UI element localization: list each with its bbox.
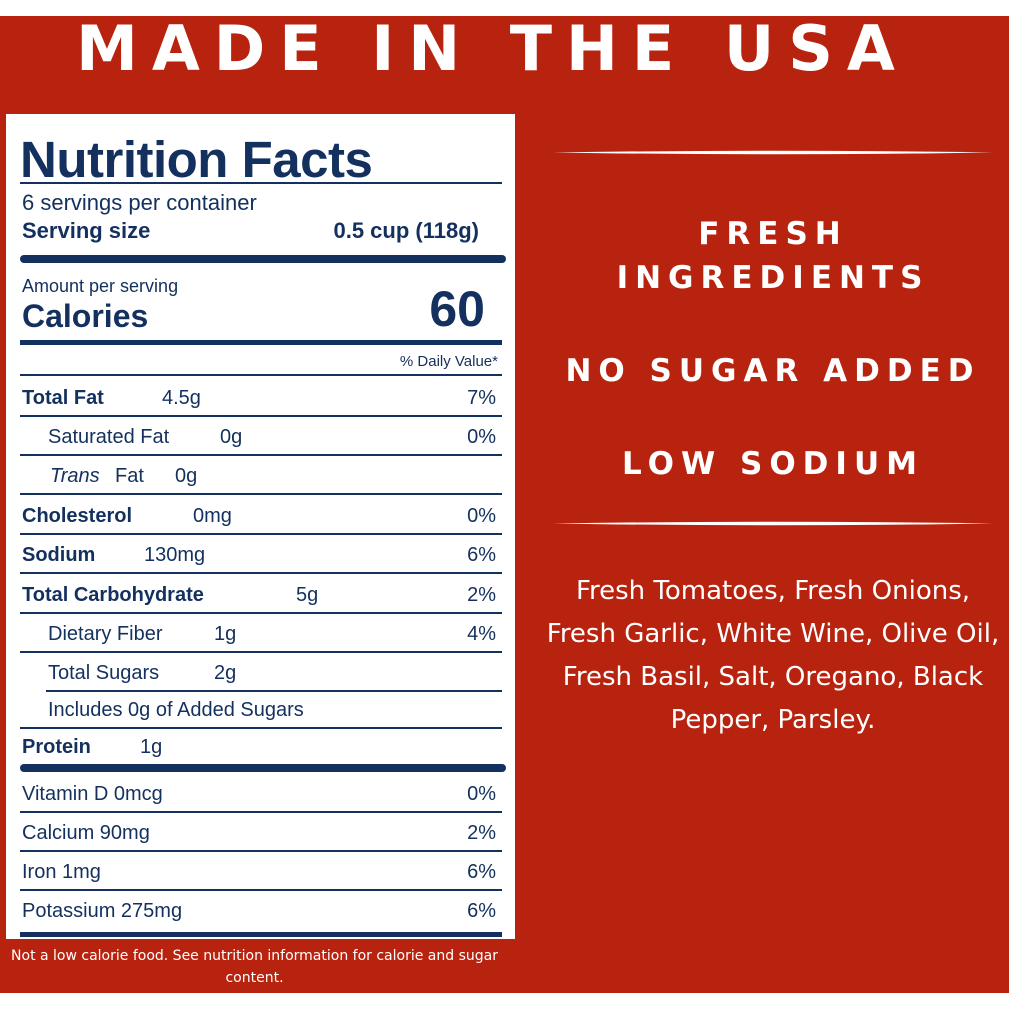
divider-top xyxy=(553,150,993,155)
rule xyxy=(20,182,502,184)
rule xyxy=(20,612,502,614)
nutrient-row-total-carbohydrate: Total Carbohydrate 5g 2% xyxy=(22,582,496,608)
claim-low-sodium: LOW SODIUM xyxy=(622,446,924,482)
rule xyxy=(20,811,502,813)
nutrient-dv: 6% xyxy=(467,544,496,566)
rule xyxy=(20,651,502,653)
calories-label: Calories xyxy=(22,298,149,334)
nutrient-row-protein: Protein 1g xyxy=(22,734,496,760)
nutrition-facts-label: Nutrition Facts 6 servings per container… xyxy=(6,114,515,939)
nutrient-row-total-fat: Total Fat 4.5g 7% xyxy=(22,385,496,411)
rule xyxy=(46,690,502,692)
nutrient-amount: 4.5g xyxy=(162,387,201,409)
nutrient-amount: 1g xyxy=(140,736,163,758)
nutrient-amount: 130mg xyxy=(144,544,206,566)
nutrient-name: Saturated Fat xyxy=(48,426,170,448)
nutrient-dv: 2% xyxy=(467,584,496,606)
vitamin-row-iron: Iron 1mg 6% xyxy=(22,859,496,885)
calories-value: 60 xyxy=(429,281,485,337)
serving-size-label: Serving size xyxy=(22,218,151,243)
nutrient-amount: 0mg xyxy=(193,505,232,527)
nutrient-name: Protein xyxy=(22,736,91,758)
nutrient-amount: 2g xyxy=(214,662,237,684)
nutrient-name-italic: Trans xyxy=(50,465,100,487)
nutrient-name: Total Carbohydrate xyxy=(22,584,204,606)
nutrient-name: Includes 0g of Added Sugars xyxy=(48,699,304,721)
vitamin-row-potassium: Potassium 275mg 6% xyxy=(22,898,496,924)
nutrient-dv: 7% xyxy=(467,387,496,409)
nutrient-amount: 5g xyxy=(296,584,319,606)
servings-per-container: 6 servings per container xyxy=(22,190,257,215)
vitamin-name: Potassium 275mg xyxy=(22,900,183,922)
vitamin-name: Iron 1mg xyxy=(22,861,101,883)
medium-rule xyxy=(20,932,502,937)
nutrient-dv: 0% xyxy=(467,426,496,448)
made-in-usa-headline: MADE IN THE USA xyxy=(76,12,909,85)
amount-per-serving: Amount per serving xyxy=(22,276,179,296)
nutrient-name: Dietary Fiber xyxy=(48,623,163,645)
vitamin-name: Calcium 90mg xyxy=(22,822,150,844)
thick-rule xyxy=(20,764,506,772)
label-footnote: Not a low calorie food. See nutrition in… xyxy=(11,948,498,986)
ingredients-list: Fresh Tomatoes, Fresh Onions, Fresh Garl… xyxy=(546,576,1000,735)
nutrient-name: Total Fat xyxy=(22,387,104,409)
vitamin-dv: 2% xyxy=(467,822,496,844)
nutrition-title: Nutrition Facts xyxy=(20,131,373,188)
thick-rule xyxy=(20,255,506,263)
rule xyxy=(20,572,502,574)
rule xyxy=(20,454,502,456)
nutrient-row-saturated-fat: Saturated Fat 0g 0% xyxy=(22,424,496,450)
nutrient-row-cholesterol: Cholesterol 0mg 0% xyxy=(22,503,496,529)
medium-rule xyxy=(20,340,502,345)
rule xyxy=(20,727,502,729)
rule xyxy=(20,850,502,852)
nutrient-amount: 0g xyxy=(175,465,198,487)
nutrient-row-sodium: Sodium 130mg 6% xyxy=(22,542,496,568)
rule xyxy=(20,374,502,376)
nutrient-name: Fat xyxy=(115,465,144,487)
rule xyxy=(20,889,502,891)
nutrient-amount: 0g xyxy=(220,426,243,448)
nutrient-amount: 1g xyxy=(214,623,237,645)
claim-text: FRESH INGREDIENTS xyxy=(616,216,930,296)
nutrient-name: Total Sugars xyxy=(48,662,160,684)
vitamin-row-vitamin-d: Vitamin D 0mcg 0% xyxy=(22,781,496,807)
claim-fresh-ingredients: FRESH INGREDIENTS xyxy=(533,212,1009,300)
vitamin-dv: 0% xyxy=(467,783,496,805)
claim-no-sugar-added: NO SUGAR ADDED xyxy=(565,353,981,389)
rule xyxy=(20,493,502,495)
vitamin-dv: 6% xyxy=(467,900,496,922)
nutrient-row-total-sugars: Total Sugars 2g xyxy=(22,660,496,686)
serving-size-value: 0.5 cup (118g) xyxy=(333,218,479,243)
nutrient-dv: 0% xyxy=(467,505,496,527)
nutrient-name: Sodium xyxy=(22,544,96,566)
nutrient-name: Cholesterol xyxy=(22,505,133,527)
vitamin-row-calcium: Calcium 90mg 2% xyxy=(22,820,496,846)
vitamin-dv: 6% xyxy=(467,861,496,883)
vitamin-name: Vitamin D 0mcg xyxy=(22,783,163,805)
nutrient-row-dietary-fiber: Dietary Fiber 1g 4% xyxy=(22,621,496,647)
nutrient-row-added-sugars: Includes 0g of Added Sugars xyxy=(22,697,496,723)
nutrient-row-trans-fat: Trans Fat 0g xyxy=(22,463,496,489)
nutrient-dv: 4% xyxy=(467,623,496,645)
rule xyxy=(20,533,502,535)
rule xyxy=(20,415,502,417)
daily-value-header: % Daily Value* xyxy=(399,353,498,370)
divider-bottom xyxy=(553,521,993,526)
